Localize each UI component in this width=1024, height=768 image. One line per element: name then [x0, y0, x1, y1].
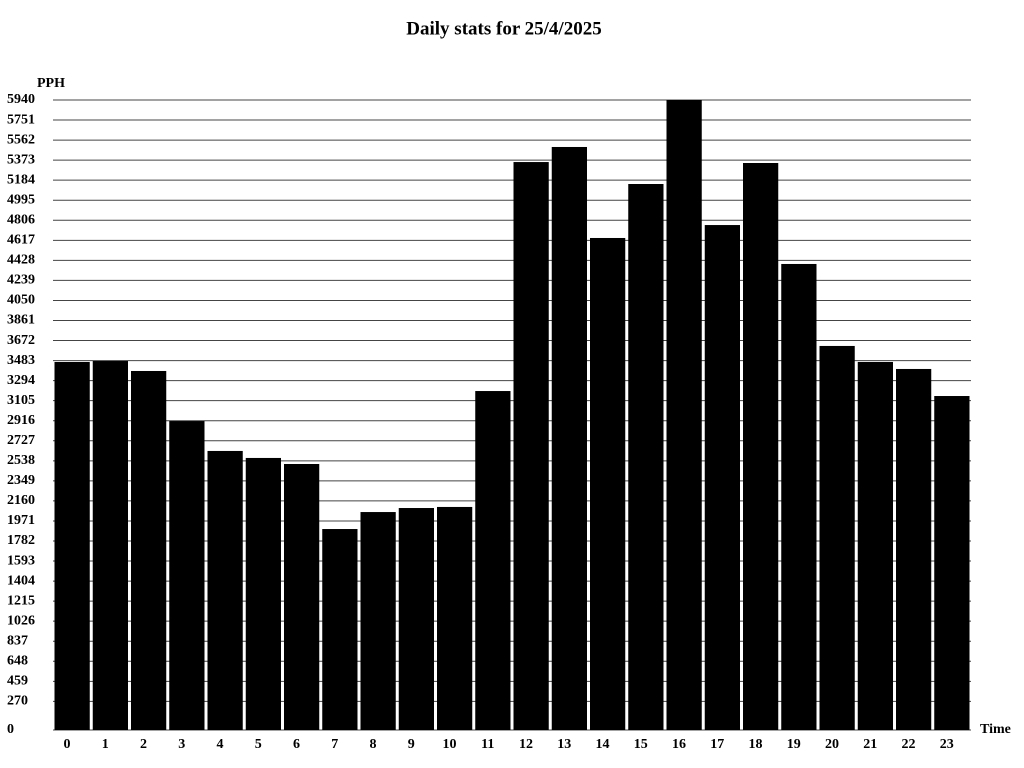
y-tick-label: 2727 — [7, 433, 35, 448]
y-tick-label: 4806 — [7, 212, 35, 227]
x-tick-label: 19 — [787, 737, 801, 752]
y-tick-label: 837 — [7, 633, 28, 648]
bar — [398, 508, 434, 730]
bar — [590, 237, 626, 730]
x-axis-label: Time — [980, 722, 1011, 737]
x-tick-label: 12 — [519, 737, 533, 752]
y-tick-label: 5184 — [7, 172, 35, 187]
bar — [284, 464, 320, 730]
y-tick-label: 2160 — [7, 493, 35, 508]
x-tick-label: 5 — [255, 737, 262, 752]
y-tick-label: 1593 — [7, 553, 35, 568]
x-tick-label: 0 — [64, 737, 71, 752]
x-tick-label: 20 — [825, 737, 839, 752]
y-tick-label: 5373 — [7, 152, 35, 167]
x-tick-label: 3 — [178, 737, 185, 752]
bar — [857, 361, 893, 730]
x-tick-label: 15 — [634, 737, 648, 752]
x-tick-label: 23 — [940, 737, 954, 752]
x-tick-label: 6 — [293, 737, 300, 752]
y-tick-label: 1026 — [7, 613, 35, 628]
y-tick-label: 1404 — [7, 573, 35, 588]
bar — [704, 225, 740, 730]
y-tick-label: 5940 — [7, 92, 35, 107]
bar — [169, 421, 205, 730]
bar — [437, 506, 473, 730]
bar — [207, 450, 243, 730]
bar — [131, 370, 167, 730]
y-tick-label: 459 — [7, 674, 28, 689]
bar — [54, 361, 90, 730]
x-tick-label: 17 — [710, 737, 724, 752]
x-tick-label: 7 — [331, 737, 338, 752]
bar — [475, 391, 511, 730]
x-tick-label: 16 — [672, 737, 686, 752]
y-tick-label: 3294 — [7, 373, 35, 388]
bar — [666, 100, 702, 730]
x-tick-label: 22 — [902, 737, 916, 752]
y-tick-label: 5562 — [7, 132, 35, 147]
y-tick-label: 2349 — [7, 473, 35, 488]
x-tick-label: 10 — [443, 737, 457, 752]
y-axis-label: PPH — [37, 76, 65, 91]
bar — [322, 529, 358, 730]
x-tick-label: 21 — [863, 737, 877, 752]
x-tick-label: 9 — [408, 737, 415, 752]
y-tick-label: 3483 — [7, 353, 35, 368]
y-tick-label: 3861 — [7, 313, 35, 328]
bar — [92, 361, 128, 730]
y-tick-label: 3672 — [7, 333, 35, 348]
x-tick-label: 2 — [140, 737, 147, 752]
bar — [628, 184, 664, 730]
y-tick-label: 2538 — [7, 453, 35, 468]
bar — [513, 162, 549, 730]
y-tick-label: 4239 — [7, 273, 35, 288]
bar — [819, 345, 855, 730]
x-tick-label: 14 — [596, 737, 610, 752]
y-tick-label: 648 — [7, 653, 28, 668]
bar — [934, 396, 970, 730]
bar — [781, 263, 817, 730]
y-tick-label: 4428 — [7, 253, 35, 268]
bar — [743, 163, 779, 730]
y-tick-label: 3105 — [7, 393, 35, 408]
y-tick-label: 1215 — [7, 593, 35, 608]
y-tick-label: 2916 — [7, 413, 35, 428]
x-tick-label: 18 — [749, 737, 763, 752]
y-tick-label: 0 — [7, 722, 14, 737]
y-tick-label: 4995 — [7, 192, 35, 207]
x-tick-label: 13 — [557, 737, 571, 752]
y-tick-label: 5751 — [7, 112, 35, 127]
chart-title: Daily stats for 25/4/2025 — [406, 18, 601, 39]
bar — [896, 368, 932, 730]
bar — [360, 512, 396, 730]
bar — [551, 146, 587, 730]
x-tick-label: 4 — [217, 737, 224, 752]
x-tick-label: 1 — [102, 737, 109, 752]
x-tick-label: 11 — [481, 737, 494, 752]
bar — [245, 457, 281, 730]
y-tick-label: 4050 — [7, 293, 35, 308]
y-tick-label: 1782 — [7, 533, 35, 548]
y-tick-label: 1971 — [7, 513, 35, 528]
y-tick-label: 270 — [7, 694, 28, 709]
x-tick-label: 8 — [370, 737, 377, 752]
y-tick-label: 4617 — [7, 233, 35, 248]
